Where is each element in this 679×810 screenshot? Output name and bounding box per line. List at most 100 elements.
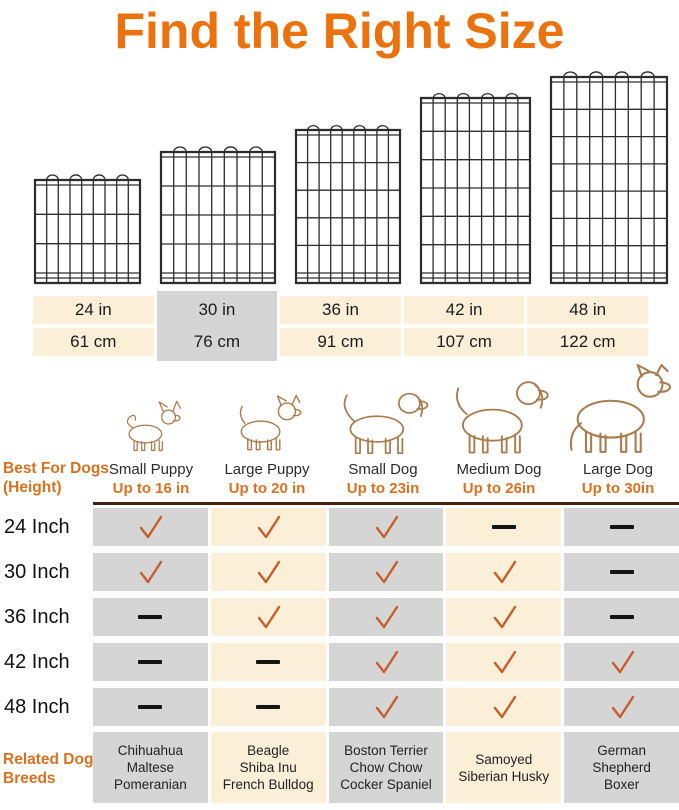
related-breeds-header: Related Dog Breeds xyxy=(3,750,93,788)
matrix-row-30inch: 30 Inch xyxy=(0,553,679,591)
dog-outline-graphic xyxy=(455,381,549,454)
breeds-cells: Chihuahua Maltese Pomeranian Beagle Shiba I… xyxy=(93,732,679,803)
check-icon xyxy=(375,650,399,674)
dog-outline-graphic xyxy=(569,364,672,453)
suitability-cell xyxy=(93,508,208,546)
size-inches: 42 in xyxy=(403,296,525,324)
suitability-cell xyxy=(210,598,326,636)
suitability-cell xyxy=(446,688,562,726)
matrix-row-label: 48 Inch xyxy=(4,695,70,718)
size-inches: 30 in xyxy=(198,300,236,319)
breed-line: Cocker Spaniel xyxy=(340,777,432,792)
matrix-row-label: 42 Inch xyxy=(4,650,70,673)
dog-name: Large Puppy xyxy=(224,461,310,478)
suitability-cell xyxy=(564,508,679,546)
large-puppy-outline-icon xyxy=(225,394,309,458)
best-for-dogs-line2: (Height) xyxy=(3,479,62,496)
dog-name: Medium Dog xyxy=(456,461,542,478)
size-inches: 24 in xyxy=(33,296,154,324)
matrix-cells xyxy=(93,508,679,546)
check-icon xyxy=(375,560,399,584)
best-for-dogs-line1: Best For Dogs xyxy=(3,460,109,477)
check-icon xyxy=(611,650,634,674)
suitability-cell xyxy=(210,688,326,726)
check-icon xyxy=(493,560,516,584)
wire-panel-30in xyxy=(159,145,277,285)
related-breeds-line2: Breeds xyxy=(3,770,56,787)
suitability-cell xyxy=(93,553,208,591)
size-cm: 122 cm xyxy=(527,328,648,356)
check-icon xyxy=(375,515,399,539)
suitability-cell xyxy=(210,553,326,591)
related-breeds-line1: Related Dog xyxy=(3,751,94,768)
wire-panels-row xyxy=(33,62,669,285)
breeds-cell-large-puppy: Beagle Shiba Inu French Bulldog xyxy=(210,732,326,803)
dog-max-height: Up to 20 in xyxy=(228,480,306,497)
breed-line: Chihuahua xyxy=(117,743,184,758)
matrix-row-label: 30 Inch xyxy=(4,560,70,583)
wire-panel-graphic xyxy=(549,71,669,285)
dog-name: Large Dog xyxy=(582,461,654,478)
check-icon xyxy=(140,560,163,584)
wire-panel-graphic xyxy=(419,93,532,285)
breed-line: Shiba Inu xyxy=(239,760,297,775)
check-icon xyxy=(375,695,399,719)
dog-column-small-puppy: Small Puppy Up to 16 in xyxy=(93,358,209,498)
wire-panel-graphic xyxy=(33,174,142,285)
wire-panel-36in xyxy=(294,123,402,285)
suitability-cell xyxy=(564,643,679,681)
size-cm: 107 cm xyxy=(403,328,525,356)
matrix-row-42inch: 42 Inch xyxy=(0,643,679,681)
dog-max-height: Up to 16 in xyxy=(112,480,190,497)
dog-outline-graphic xyxy=(239,394,302,451)
suitability-cell xyxy=(328,643,444,681)
matrix-top-divider xyxy=(93,502,679,505)
suitability-cell xyxy=(564,553,679,591)
breeds-cell-medium-dog: Samoyed Siberian Husky xyxy=(446,732,562,803)
dog-name: Small Puppy xyxy=(108,461,194,478)
suitability-cell xyxy=(93,598,208,636)
check-icon xyxy=(140,515,163,539)
dog-outline-graphic xyxy=(126,400,182,452)
dog-column-medium-dog: Medium Dog Up to 26in xyxy=(441,358,557,498)
suitability-cell xyxy=(446,643,562,681)
suitability-cell xyxy=(328,598,444,636)
breed-line: Pomeranian xyxy=(114,777,187,792)
suitability-cell xyxy=(93,688,208,726)
dog-categories-row: Small Puppy Up to 16 in Large Puppy Up t… xyxy=(93,358,679,498)
size-column-30in-highlighted: 30 in 76 cm xyxy=(156,291,278,361)
dog-max-height: Up to 26in xyxy=(462,480,536,497)
check-icon xyxy=(493,650,516,674)
size-column-42in: 42 in 107 cm xyxy=(403,296,525,356)
wire-panel-graphic xyxy=(159,146,277,285)
wire-panel-42in xyxy=(419,91,532,285)
breed-line: Samoyed xyxy=(475,751,533,767)
large-dog-outline-icon xyxy=(557,364,679,458)
dash-icon xyxy=(609,570,634,574)
small-puppy-outline-icon xyxy=(114,400,188,458)
check-icon xyxy=(257,515,281,539)
dash-icon xyxy=(138,660,163,664)
wire-panel-24in xyxy=(33,173,142,285)
suitability-cell xyxy=(446,553,562,591)
dog-column-large-puppy: Large Puppy Up to 20 in xyxy=(209,358,325,498)
matrix-cells xyxy=(93,553,679,591)
breeds-cell-small-dog: Boston Terrier Chow Chow Cocker Spaniel xyxy=(328,732,444,803)
check-icon xyxy=(257,605,281,629)
page-title: Find the Right Size xyxy=(114,3,565,59)
size-inches: 48 in xyxy=(527,296,648,324)
suitability-cell xyxy=(328,508,444,546)
dash-icon xyxy=(138,615,163,619)
breed-line: Chow Chow xyxy=(349,760,423,775)
dash-icon xyxy=(138,705,163,709)
wire-panel-48in xyxy=(549,70,669,285)
size-cm: 91 cm xyxy=(280,328,401,356)
dash-icon xyxy=(491,525,516,529)
suitability-cell xyxy=(564,688,679,726)
breed-line: Boxer xyxy=(603,777,640,792)
size-column-48in: 48 in 122 cm xyxy=(527,296,648,356)
dash-icon xyxy=(256,705,281,709)
dash-icon xyxy=(609,615,634,619)
breed-line: German xyxy=(597,743,646,758)
breeds-row: Chihuahua Maltese Pomeranian Beagle Shiba I… xyxy=(0,732,679,803)
